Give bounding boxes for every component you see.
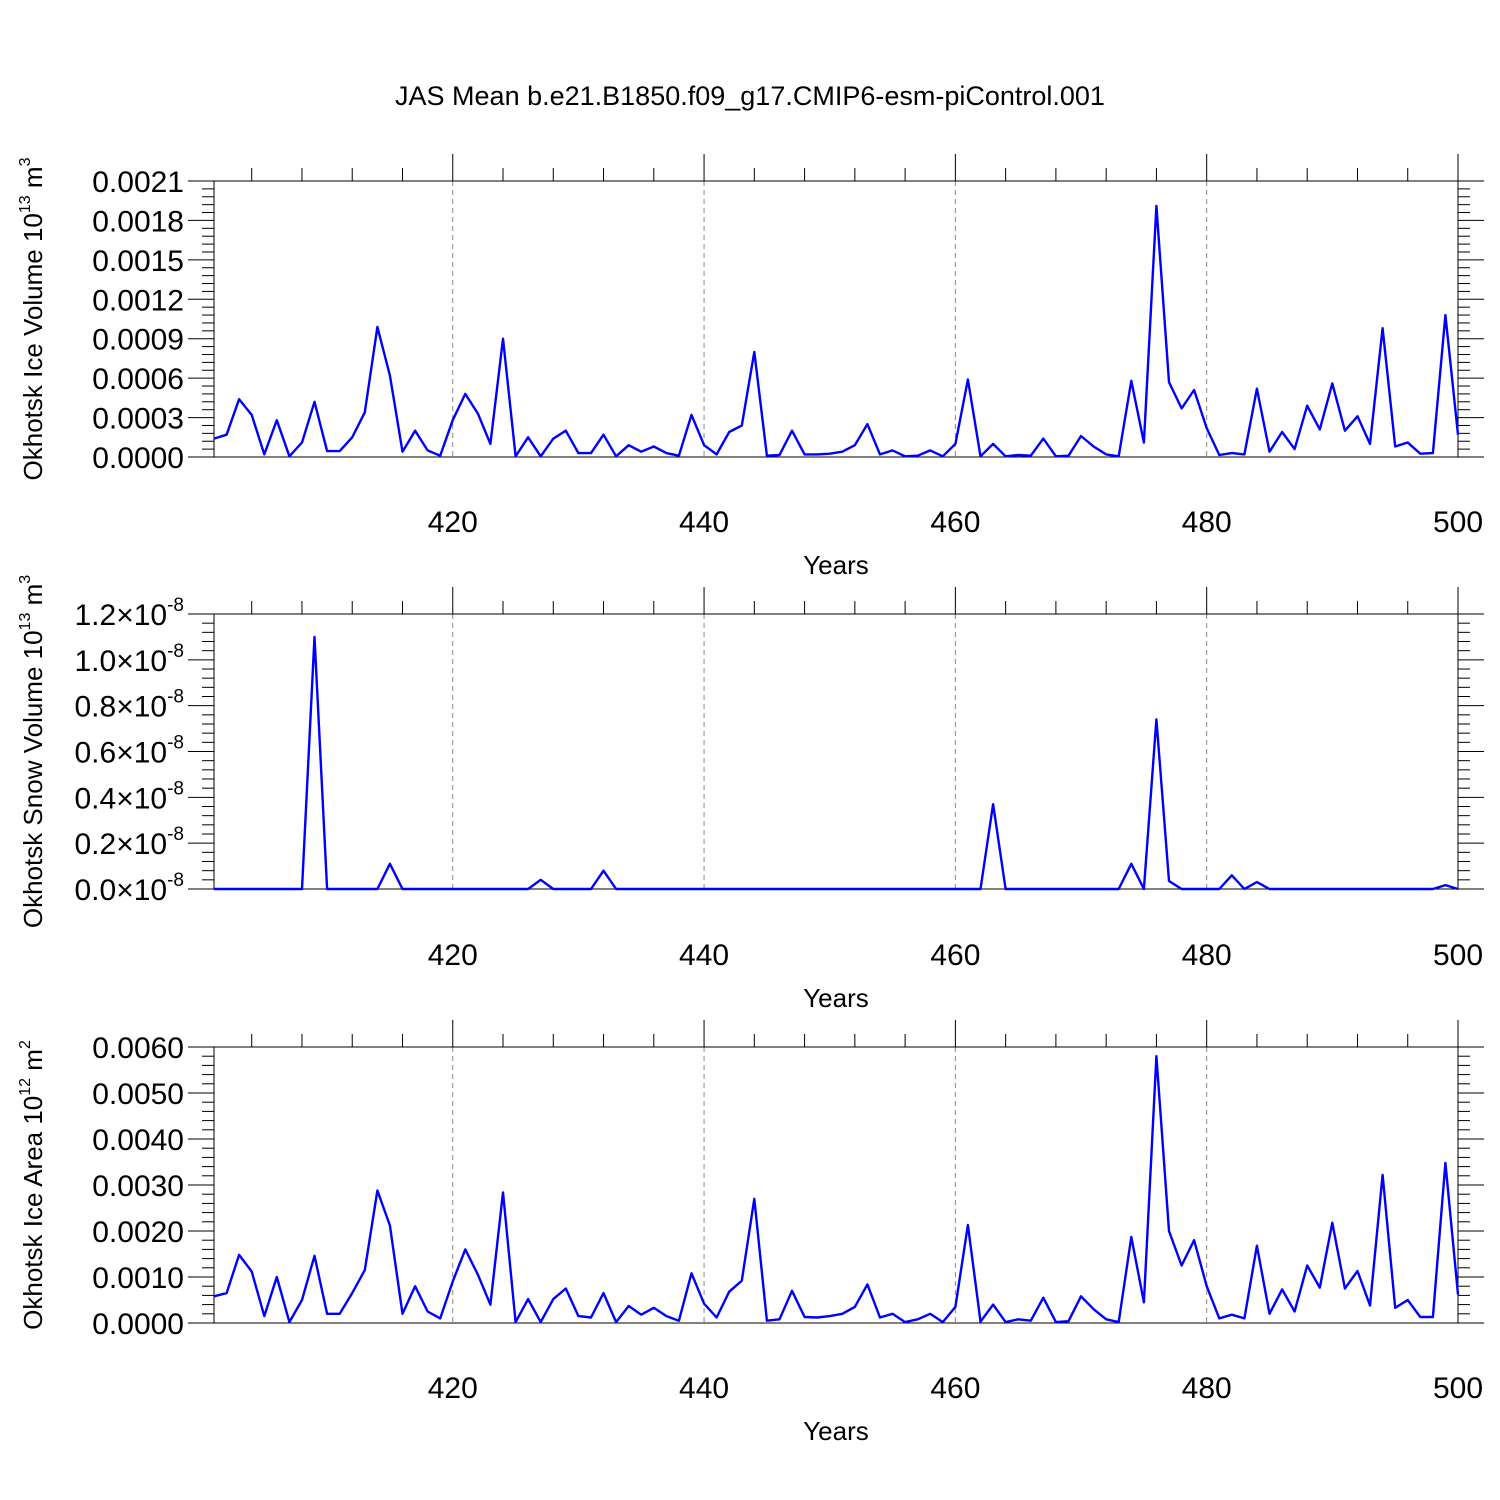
x-tick-label: 480 [1182,939,1232,972]
y-tick-label: 0.0060 [92,1032,184,1065]
x-tick-label: 440 [679,939,729,972]
plot-frame [213,180,1459,458]
y-tick-label: 0.6×10-8 [75,733,185,770]
y-tick-label: 0.0030 [92,1170,184,1203]
y-tick-label: 0.0018 [92,205,184,238]
y-tick-label: 1.0×10-8 [75,641,185,678]
y-axis-label: Okhotsk Ice Area 1012 m2 [17,1040,48,1330]
series-line [213,1054,1460,1324]
y-tick-label: 1.2×10-8 [75,595,185,632]
series-line [213,204,1460,458]
y-tick-label: 0.8×10-8 [75,687,185,724]
x-axis-label: Years [803,1416,869,1446]
x-axis-label: Years [803,550,869,580]
x-tick-label: 500 [1433,1372,1483,1405]
y-tick-label: 0.0021 [92,166,184,199]
y-tick-label: 0.0006 [92,363,184,396]
y-tick-label: 0.0040 [92,1124,184,1157]
y-tick-label: 0.0050 [92,1078,184,1111]
plot-frame [213,1046,1459,1324]
x-tick-label: 500 [1433,506,1483,539]
y-tick-label: 0.0010 [92,1262,184,1295]
y-tick-label: 0.2×10-8 [75,824,185,861]
y-tick-label: 0.0020 [92,1216,184,1249]
y-tick-label: 0.0×10-8 [75,870,185,907]
x-tick-label: 480 [1182,506,1232,539]
y-tick-label: 0.0000 [92,1308,184,1341]
x-tick-label: 460 [930,506,980,539]
y-axis-label: Okhotsk Snow Volume 1013 m3 [17,575,48,928]
x-tick-label: 420 [428,506,478,539]
y-tick-label: 0.4×10-8 [75,778,185,815]
y-tick-label: 0.0015 [92,245,184,278]
x-tick-label: 420 [428,1372,478,1405]
plot-frame [213,613,1459,890]
y-tick-label: 0.0012 [92,284,184,317]
panel-2: 0.0×10-8 0.2×10-8 0.4×10-8 0.6×10-8 0.8×10-8… [17,575,1484,1013]
panel-3: 0.0000 0.0010 0.0020 0.0030 0.0040 0.0050 0.00… [17,1020,1484,1446]
x-tick-label: 480 [1182,1372,1232,1405]
x-tick-label: 460 [930,939,980,972]
x-tick-label: 460 [930,1372,980,1405]
x-tick-label: 440 [679,1372,729,1405]
y-tick-label: 0.0009 [92,324,184,357]
x-tick-label: 420 [428,939,478,972]
panel-1: 0.0000 0.0003 0.0006 0.0009 0.0012 0.0015 0.00… [17,154,1484,580]
chart-title: JAS Mean b.e21.B1850.f09_g17.CMIP6-esm-p… [395,81,1105,111]
y-tick-label: 0.0003 [92,403,184,436]
x-tick-label: 440 [679,506,729,539]
panels: 0.0000 0.0003 0.0006 0.0009 0.0012 0.0015 0.00… [17,154,1484,1446]
y-tick-label: 0.0000 [92,442,184,475]
series-line [214,635,1459,891]
x-tick-label: 500 [1433,939,1483,972]
x-axis-label: Years [803,983,869,1013]
y-axis-label: Okhotsk Ice Volume 1013 m3 [17,157,48,480]
